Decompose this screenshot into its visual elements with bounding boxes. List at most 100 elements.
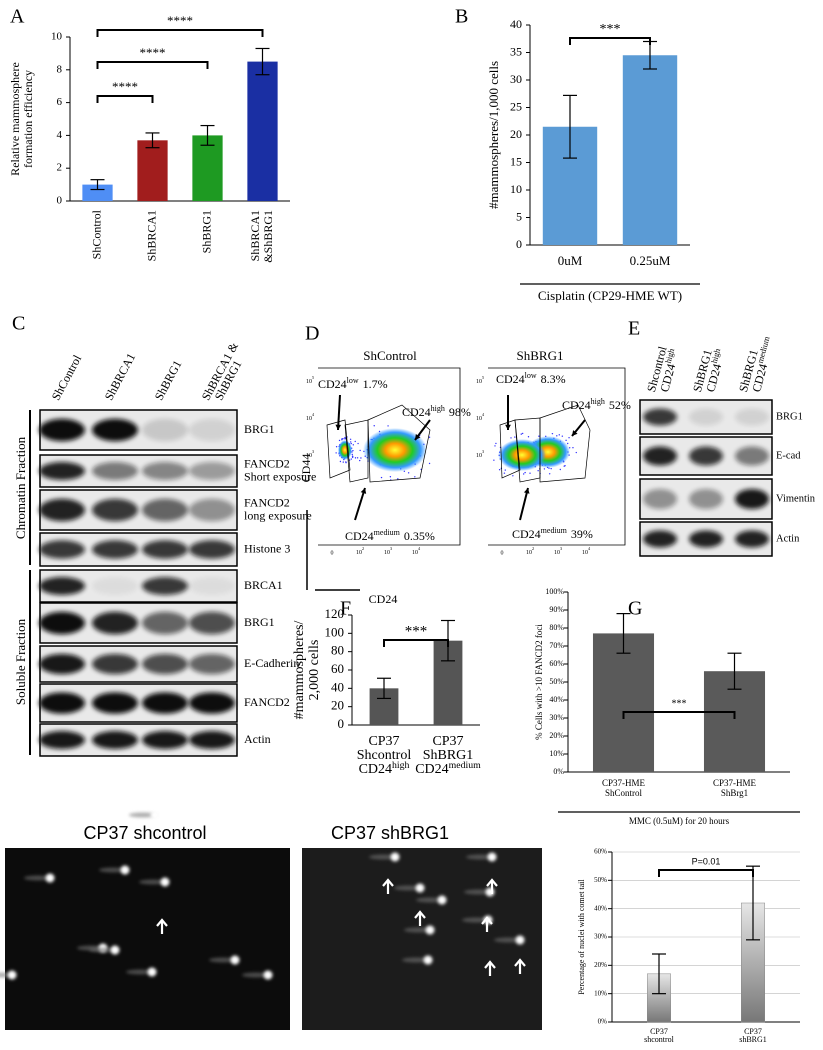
arrow <box>486 878 498 894</box>
comet-tail <box>242 972 270 978</box>
row-label: FANCD2 <box>244 456 290 470</box>
arrow <box>382 878 394 894</box>
event <box>504 469 506 471</box>
band <box>735 446 769 466</box>
arrow <box>337 394 341 431</box>
y-tick-label: 120 <box>325 606 345 621</box>
gate-label: CD24low 1.7% <box>318 376 388 391</box>
y-tick-label: 105 <box>476 375 484 385</box>
y-axis-label: #mammospheres/1,000 cells <box>486 61 501 209</box>
event <box>407 472 410 474</box>
panel-label: G <box>628 598 642 620</box>
lane-label: ShBRCA1 <box>102 351 138 403</box>
significance-label: P=0.01 <box>692 856 721 866</box>
gate <box>367 404 431 483</box>
x-tick-label: ShBRCA1 <box>248 210 262 261</box>
row-label: Histone 3 <box>244 541 290 555</box>
comet-tail <box>209 957 237 963</box>
y-tick-label: 0% <box>553 767 564 776</box>
gate-name: CD24 <box>512 527 541 541</box>
band <box>189 498 235 522</box>
panel-label: A <box>10 6 25 28</box>
lane-label-sup: high <box>710 347 723 364</box>
comet-tail <box>369 854 397 860</box>
gate-level: low <box>525 371 537 380</box>
event <box>520 433 522 435</box>
significance-bracket <box>96 61 209 69</box>
x-tick-label: CP37 <box>368 734 399 749</box>
band <box>735 530 769 548</box>
event <box>342 461 344 463</box>
nucleus <box>147 967 157 977</box>
band <box>142 462 188 480</box>
y-tick-label-sup: 3 <box>482 449 484 454</box>
event <box>350 441 352 443</box>
gate-percent: 8.3% <box>541 372 566 386</box>
y-tick-label-sup: 5 <box>482 375 484 380</box>
y-axis-label: Percentage of nuclei with comet tail <box>577 879 586 995</box>
x-axis-label: MMC (0.5uM) for 20 hours <box>629 816 730 826</box>
y-tick-label: 0% <box>598 1018 608 1026</box>
lane-label: ShControl <box>49 352 85 403</box>
x-tick-label-base: 10 <box>554 550 560 556</box>
panel-label: D <box>305 323 319 345</box>
fraction-label: Soluble Fraction <box>13 618 28 705</box>
bar <box>247 61 278 201</box>
y-tick-label: 103 <box>476 449 484 459</box>
x-tick-label: ShBRCA1 <box>144 210 158 261</box>
nucleus <box>425 925 435 935</box>
gate-level: low <box>347 376 359 385</box>
band <box>92 540 138 559</box>
event <box>493 459 495 461</box>
event <box>351 453 353 456</box>
nucleus <box>110 945 120 955</box>
event <box>494 445 496 447</box>
significance-bracket <box>96 29 264 37</box>
gate-percent: 52% <box>609 398 631 412</box>
comet-tail <box>402 957 430 963</box>
band <box>92 611 138 635</box>
band <box>189 540 235 559</box>
bar <box>137 140 168 201</box>
comet-tail <box>466 854 494 860</box>
event <box>575 451 577 454</box>
y-tick-label: 15 <box>510 154 522 168</box>
band <box>142 577 188 595</box>
event <box>521 432 524 435</box>
band <box>39 540 85 559</box>
y-tick-label: 60 <box>331 661 344 676</box>
bar <box>592 633 655 772</box>
event <box>503 472 506 474</box>
nucleus <box>263 970 273 980</box>
band <box>189 653 235 675</box>
significance-bracket <box>383 639 449 647</box>
x-tick-label: 104 <box>582 546 591 556</box>
event <box>344 436 346 439</box>
x-tick-label-sup: medium <box>449 760 481 771</box>
y-tick-label: 10 <box>510 182 522 196</box>
event <box>524 471 526 474</box>
significance-label: **** <box>112 79 138 94</box>
x-tick-label: ShBrg1 <box>721 788 748 798</box>
y-tick-label-base: 10 <box>476 379 482 385</box>
y-tick-label: 40 <box>331 679 344 694</box>
y-axis-label: % Cells with >10 FANCD2 foci <box>534 624 544 740</box>
x-tick-label: CD24medium <box>415 760 481 777</box>
y-tick-label-base: 10 <box>306 453 312 459</box>
bar <box>82 184 113 201</box>
y-tick-label-base: 10 <box>306 416 312 422</box>
band <box>39 611 85 635</box>
arrow-head <box>335 424 342 430</box>
gate-name: CD24 <box>562 398 591 412</box>
band <box>643 446 677 466</box>
y-axis-label: #mammospheres/ <box>292 621 307 720</box>
event <box>380 476 383 479</box>
y-tick-label: 100% <box>545 587 564 596</box>
y-tick-label: 5 <box>516 209 522 223</box>
gate-label: CD24high 98% <box>402 404 471 419</box>
event <box>335 452 337 454</box>
event <box>563 465 565 467</box>
y-tick-label: 80% <box>549 623 564 632</box>
band <box>39 731 85 749</box>
y-tick-label-sup: 4 <box>482 412 485 417</box>
